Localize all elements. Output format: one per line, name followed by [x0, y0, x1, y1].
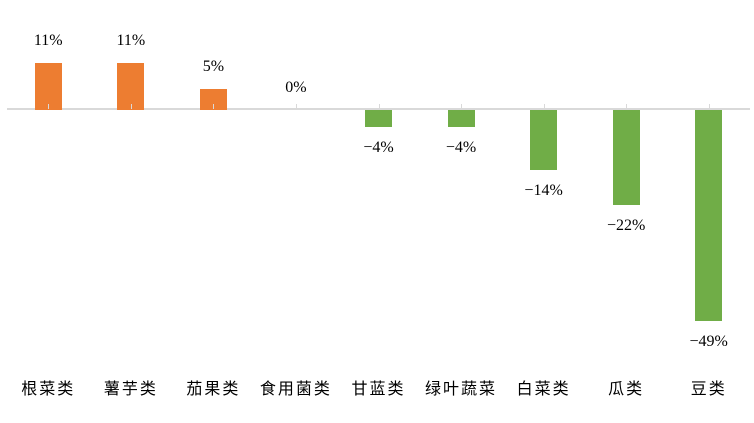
- axis-tick: [130, 104, 132, 109]
- value-label: −49%: [689, 332, 728, 350]
- bar-白菜类: [530, 110, 558, 171]
- axis-tick: [626, 104, 628, 109]
- axis-tick: [295, 104, 297, 109]
- value-label: −14%: [524, 182, 563, 200]
- value-label: 11%: [33, 31, 63, 49]
- value-label: −4%: [445, 139, 477, 157]
- axis-tick: [708, 104, 710, 109]
- bar-豆类: [695, 110, 723, 321]
- bar-薯芋类: [117, 62, 145, 110]
- axis-tick: [543, 104, 545, 109]
- axis-tick: [378, 104, 380, 109]
- category-label: 豆类: [690, 381, 727, 398]
- category-label: 根菜类: [21, 381, 76, 398]
- bar-瓜类: [612, 110, 640, 205]
- value-label: −4%: [363, 139, 394, 157]
- category-label: 绿叶蔬菜: [425, 381, 498, 398]
- category-label: 白菜类: [516, 381, 571, 398]
- value-label: 5%: [202, 57, 225, 75]
- axis-tick: [461, 104, 463, 109]
- x-axis-line: [7, 108, 750, 110]
- bar-甘蓝类: [365, 110, 392, 128]
- category-label: 薯芋类: [103, 381, 158, 398]
- bar-根菜类: [34, 62, 62, 110]
- category-label: 甘蓝类: [351, 381, 406, 398]
- bar-茄果类: [199, 88, 227, 110]
- value-label: 0%: [285, 79, 307, 96]
- axis-tick: [213, 104, 215, 109]
- category-label: 食用菌类: [259, 381, 332, 398]
- axis-tick: [48, 104, 50, 109]
- bar-绿叶蔬菜: [447, 110, 475, 128]
- value-label: −22%: [606, 216, 646, 234]
- category-label: 瓜类: [608, 381, 645, 398]
- category-label: 茄果类: [186, 381, 241, 398]
- value-label: 11%: [116, 31, 146, 49]
